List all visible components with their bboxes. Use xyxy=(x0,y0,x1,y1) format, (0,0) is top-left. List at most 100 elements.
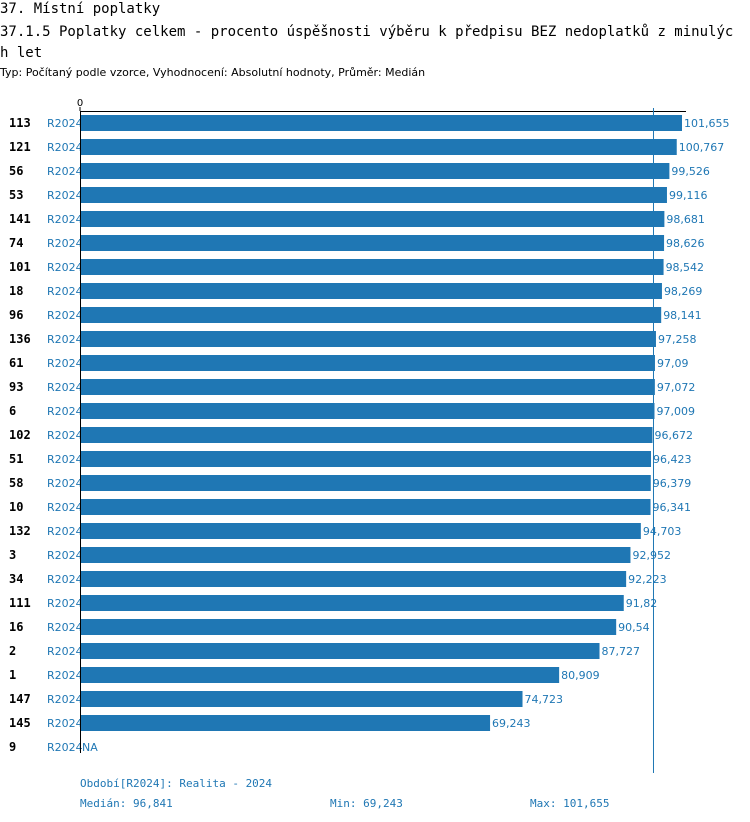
series-label: R2024 xyxy=(47,429,83,442)
value-label: 92,223 xyxy=(628,573,667,586)
category-label: 18 xyxy=(9,284,23,298)
value-label: 101,655 xyxy=(684,117,730,130)
series-label: R2024 xyxy=(47,309,83,322)
category-label: 132 xyxy=(9,524,31,538)
series-label: R2024 xyxy=(47,333,83,346)
bar xyxy=(80,211,665,227)
bar xyxy=(80,547,631,563)
value-label: 96,379 xyxy=(653,477,692,490)
category-label: 96 xyxy=(9,308,23,322)
bar xyxy=(80,259,664,275)
bar xyxy=(80,643,600,659)
value-label: 94,703 xyxy=(643,525,682,538)
category-label: 111 xyxy=(9,596,31,610)
series-label: R2024 xyxy=(47,381,83,394)
category-label: 102 xyxy=(9,428,31,442)
bar xyxy=(80,187,667,203)
category-label: 3 xyxy=(9,548,16,562)
bar xyxy=(80,115,682,131)
series-label: R2024 xyxy=(47,213,83,226)
bar xyxy=(80,595,624,611)
series-label: R2024 xyxy=(47,717,83,730)
value-label: 99,526 xyxy=(671,165,710,178)
value-label: 96,672 xyxy=(654,429,693,442)
category-label: 9 xyxy=(9,740,16,754)
series-label: R2024 xyxy=(47,525,83,538)
category-label: 147 xyxy=(9,692,31,706)
footer-max: Max: 101,655 xyxy=(530,797,610,810)
value-label: 98,681 xyxy=(666,213,705,226)
bar xyxy=(80,523,641,539)
series-label: R2024 xyxy=(47,357,83,370)
category-label: 61 xyxy=(9,356,23,370)
bar xyxy=(80,235,665,251)
bar xyxy=(80,355,655,371)
category-label: 141 xyxy=(9,212,31,226)
category-label: 34 xyxy=(9,572,23,586)
chart-title: 37.1.5 Poplatky celkem - procento úspěšn… xyxy=(0,24,734,61)
value-label: 92,952 xyxy=(632,549,671,562)
series-label: R2024 xyxy=(47,645,83,658)
bar xyxy=(80,451,652,467)
value-label: 98,626 xyxy=(666,237,705,250)
series-label: R2024 xyxy=(47,261,83,274)
value-label: 100,767 xyxy=(679,141,725,154)
value-label: 91,82 xyxy=(626,597,658,610)
category-label: 93 xyxy=(9,380,23,394)
series-label: R2024 xyxy=(47,597,83,610)
bar xyxy=(80,475,651,491)
value-label: 80,909 xyxy=(561,669,600,682)
bar xyxy=(80,379,655,395)
series-label: R2024 xyxy=(47,141,83,154)
value-label: 99,116 xyxy=(669,189,708,202)
series-label: R2024 xyxy=(47,477,83,490)
value-label: 97,072 xyxy=(657,381,696,394)
category-label: 113 xyxy=(9,116,31,130)
bar xyxy=(80,283,662,299)
category-label: 2 xyxy=(9,644,16,658)
footer-median: Medián: 96,841 xyxy=(80,797,173,810)
category-label: 51 xyxy=(9,452,23,466)
series-label: R2024 xyxy=(47,741,83,754)
page-title: 37. Místní poplatky xyxy=(0,1,161,17)
category-label: 1 xyxy=(9,668,16,682)
bar xyxy=(80,307,662,323)
series-label: R2024 xyxy=(47,405,83,418)
value-label: 87,727 xyxy=(602,645,641,658)
value-label: 97,09 xyxy=(657,357,689,370)
bar xyxy=(80,403,655,419)
value-label: 98,269 xyxy=(664,285,703,298)
category-label: 53 xyxy=(9,188,23,202)
value-label: 97,009 xyxy=(656,405,695,418)
category-label: 6 xyxy=(9,404,16,418)
series-label: R2024 xyxy=(47,237,83,250)
value-label: 74,723 xyxy=(525,693,564,706)
series-label: R2024 xyxy=(47,669,83,682)
category-label: 16 xyxy=(9,620,23,634)
series-label: R2024 xyxy=(47,621,83,634)
series-label: R2024 xyxy=(47,165,83,178)
value-label: 98,141 xyxy=(663,309,702,322)
value-label: 96,423 xyxy=(653,453,692,466)
value-label: NA xyxy=(82,741,98,754)
series-label: R2024 xyxy=(47,117,83,130)
footer-min: Min: 69,243 xyxy=(330,797,403,810)
value-label: 69,243 xyxy=(492,717,530,730)
bar xyxy=(80,667,560,683)
bar xyxy=(80,331,656,347)
bar xyxy=(80,571,627,587)
category-label: 74 xyxy=(9,236,23,250)
chart-type-info: Typ: Počítaný podle vzorce, Vyhodnocení:… xyxy=(0,66,426,79)
series-label: R2024 xyxy=(47,285,83,298)
value-label: 90,54 xyxy=(618,621,650,634)
bar xyxy=(80,427,653,443)
series-label: R2024 xyxy=(47,573,83,586)
bar xyxy=(80,499,651,515)
series-label: R2024 xyxy=(47,189,83,202)
bar xyxy=(80,691,523,707)
category-label: 101 xyxy=(9,260,31,274)
value-label: 96,341 xyxy=(653,501,692,514)
category-label: 121 xyxy=(9,140,31,154)
bar xyxy=(80,619,617,635)
